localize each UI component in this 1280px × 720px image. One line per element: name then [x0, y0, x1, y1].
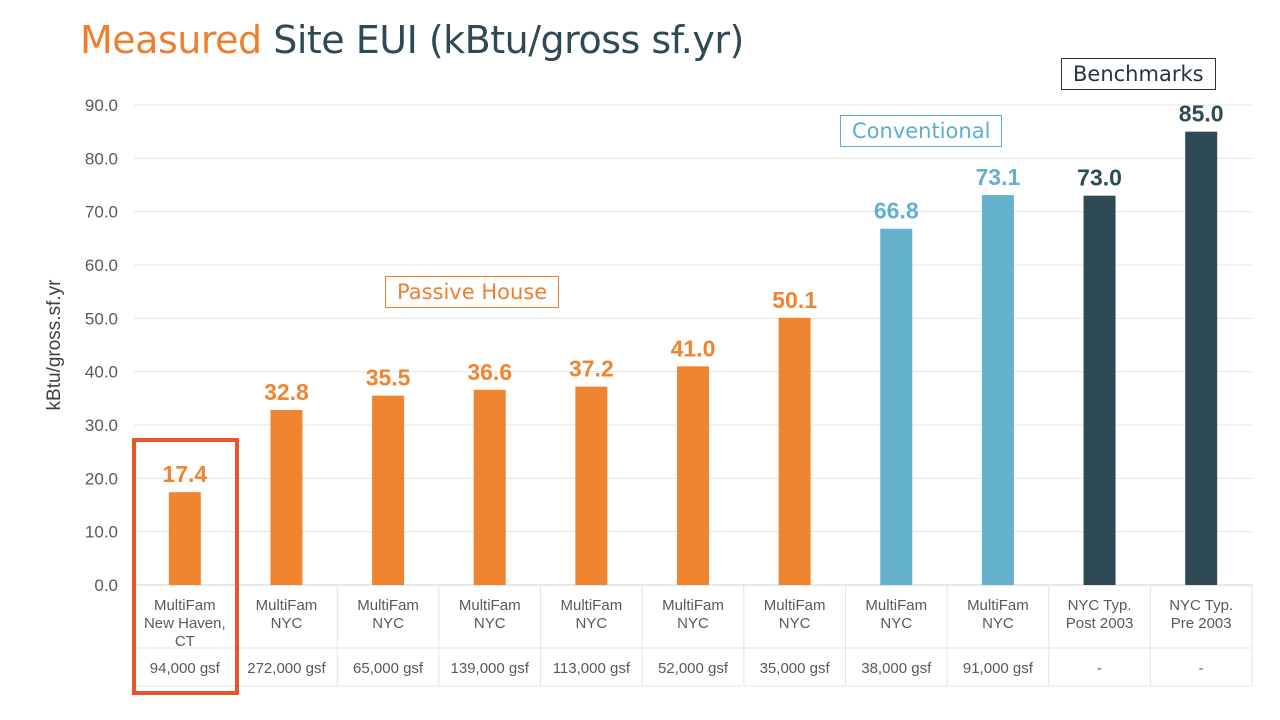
bar-6	[677, 366, 709, 585]
category-label: MultiFam	[459, 597, 521, 614]
building-size-label: -	[1097, 660, 1102, 677]
conventional-annotation: Conventional	[840, 115, 1003, 147]
y-tick-label: 10.0	[85, 523, 118, 542]
chart-title-main: Site EUI (kBtu/gross sf.yr)	[261, 18, 744, 62]
building-size-label: 65,000 gsf	[353, 660, 424, 677]
category-label: New Haven,	[144, 615, 226, 632]
category-label: NYC	[779, 615, 811, 632]
chart-title-accent: Measured	[80, 18, 262, 62]
category-label: CT	[175, 633, 195, 650]
y-tick-label: 90.0	[85, 96, 118, 115]
building-size-label: 272,000 gsf	[247, 660, 326, 677]
y-tick-label: 60.0	[85, 256, 118, 275]
data-label: 35.5	[366, 365, 411, 391]
y-axis-label: kBtu/gross.sf.yr	[44, 279, 65, 411]
data-label: 66.8	[874, 198, 919, 224]
category-label: MultiFam	[154, 597, 216, 614]
data-label: 32.8	[264, 379, 309, 405]
data-label: 73.0	[1077, 165, 1122, 191]
category-label: MultiFam	[357, 597, 419, 614]
category-label: MultiFam	[256, 597, 318, 614]
bar-9	[981, 195, 1014, 585]
category-label: NYC	[982, 615, 1014, 632]
building-size-label: 91,000 gsf	[963, 660, 1034, 677]
category-label: NYC Typ.	[1169, 597, 1233, 614]
data-label: 85.0	[1179, 101, 1224, 127]
building-size-label: 94,000 gsf	[150, 660, 221, 677]
category-label: NYC	[880, 615, 912, 632]
building-size-label: 38,000 gsf	[861, 660, 932, 677]
bar-8	[880, 228, 913, 585]
category-label: MultiFam	[662, 597, 724, 614]
data-label: 17.4	[162, 461, 207, 487]
y-tick-label: 40.0	[85, 363, 118, 382]
y-tick-label: 50.0	[85, 309, 118, 328]
bar-1	[168, 492, 201, 585]
bar-7	[778, 317, 811, 585]
bar-2	[270, 410, 303, 585]
bar-5	[575, 386, 608, 585]
category-label: NYC Typ.	[1068, 597, 1132, 614]
building-size-label: -	[1199, 660, 1204, 677]
category-label: NYC	[474, 615, 506, 632]
data-label: 50.1	[772, 287, 817, 313]
building-size-label: 113,000 gsf	[553, 660, 631, 677]
category-label: NYC	[677, 615, 709, 632]
category-label: MultiFam	[764, 597, 826, 614]
y-tick-label: 30.0	[85, 416, 118, 435]
data-label: 37.2	[569, 356, 614, 382]
building-size-label: 52,000 gsf	[658, 660, 729, 677]
y-tick-label: 70.0	[85, 203, 118, 222]
building-size-label: 139,000 gsf	[451, 660, 530, 677]
data-label: 73.1	[976, 164, 1021, 190]
data-label: 36.6	[467, 359, 512, 385]
benchmarks-annotation: Benchmarks	[1061, 58, 1216, 90]
category-label: NYC	[271, 615, 303, 632]
chart-title: Measured Site EUI (kBtu/gross sf.yr)	[80, 18, 744, 62]
passive-house-annotation: Passive House	[385, 276, 560, 308]
category-label: Post 2003	[1066, 615, 1134, 632]
building-size-label: 35,000 gsf	[760, 660, 831, 677]
category-label: MultiFam	[561, 597, 623, 614]
category-label: NYC	[372, 615, 404, 632]
y-tick-label: 80.0	[85, 149, 118, 168]
bar-11	[1185, 131, 1218, 585]
data-label: 41.0	[671, 335, 716, 361]
category-label: MultiFam	[967, 597, 1029, 614]
bar-4	[473, 389, 506, 585]
bar-3	[372, 395, 405, 585]
bar-10	[1083, 195, 1116, 585]
category-label: NYC	[576, 615, 608, 632]
category-label: MultiFam	[865, 597, 927, 614]
category-label: Pre 2003	[1171, 615, 1232, 632]
y-tick-label: 20.0	[85, 469, 118, 488]
y-tick-label: 0.0	[94, 576, 118, 595]
